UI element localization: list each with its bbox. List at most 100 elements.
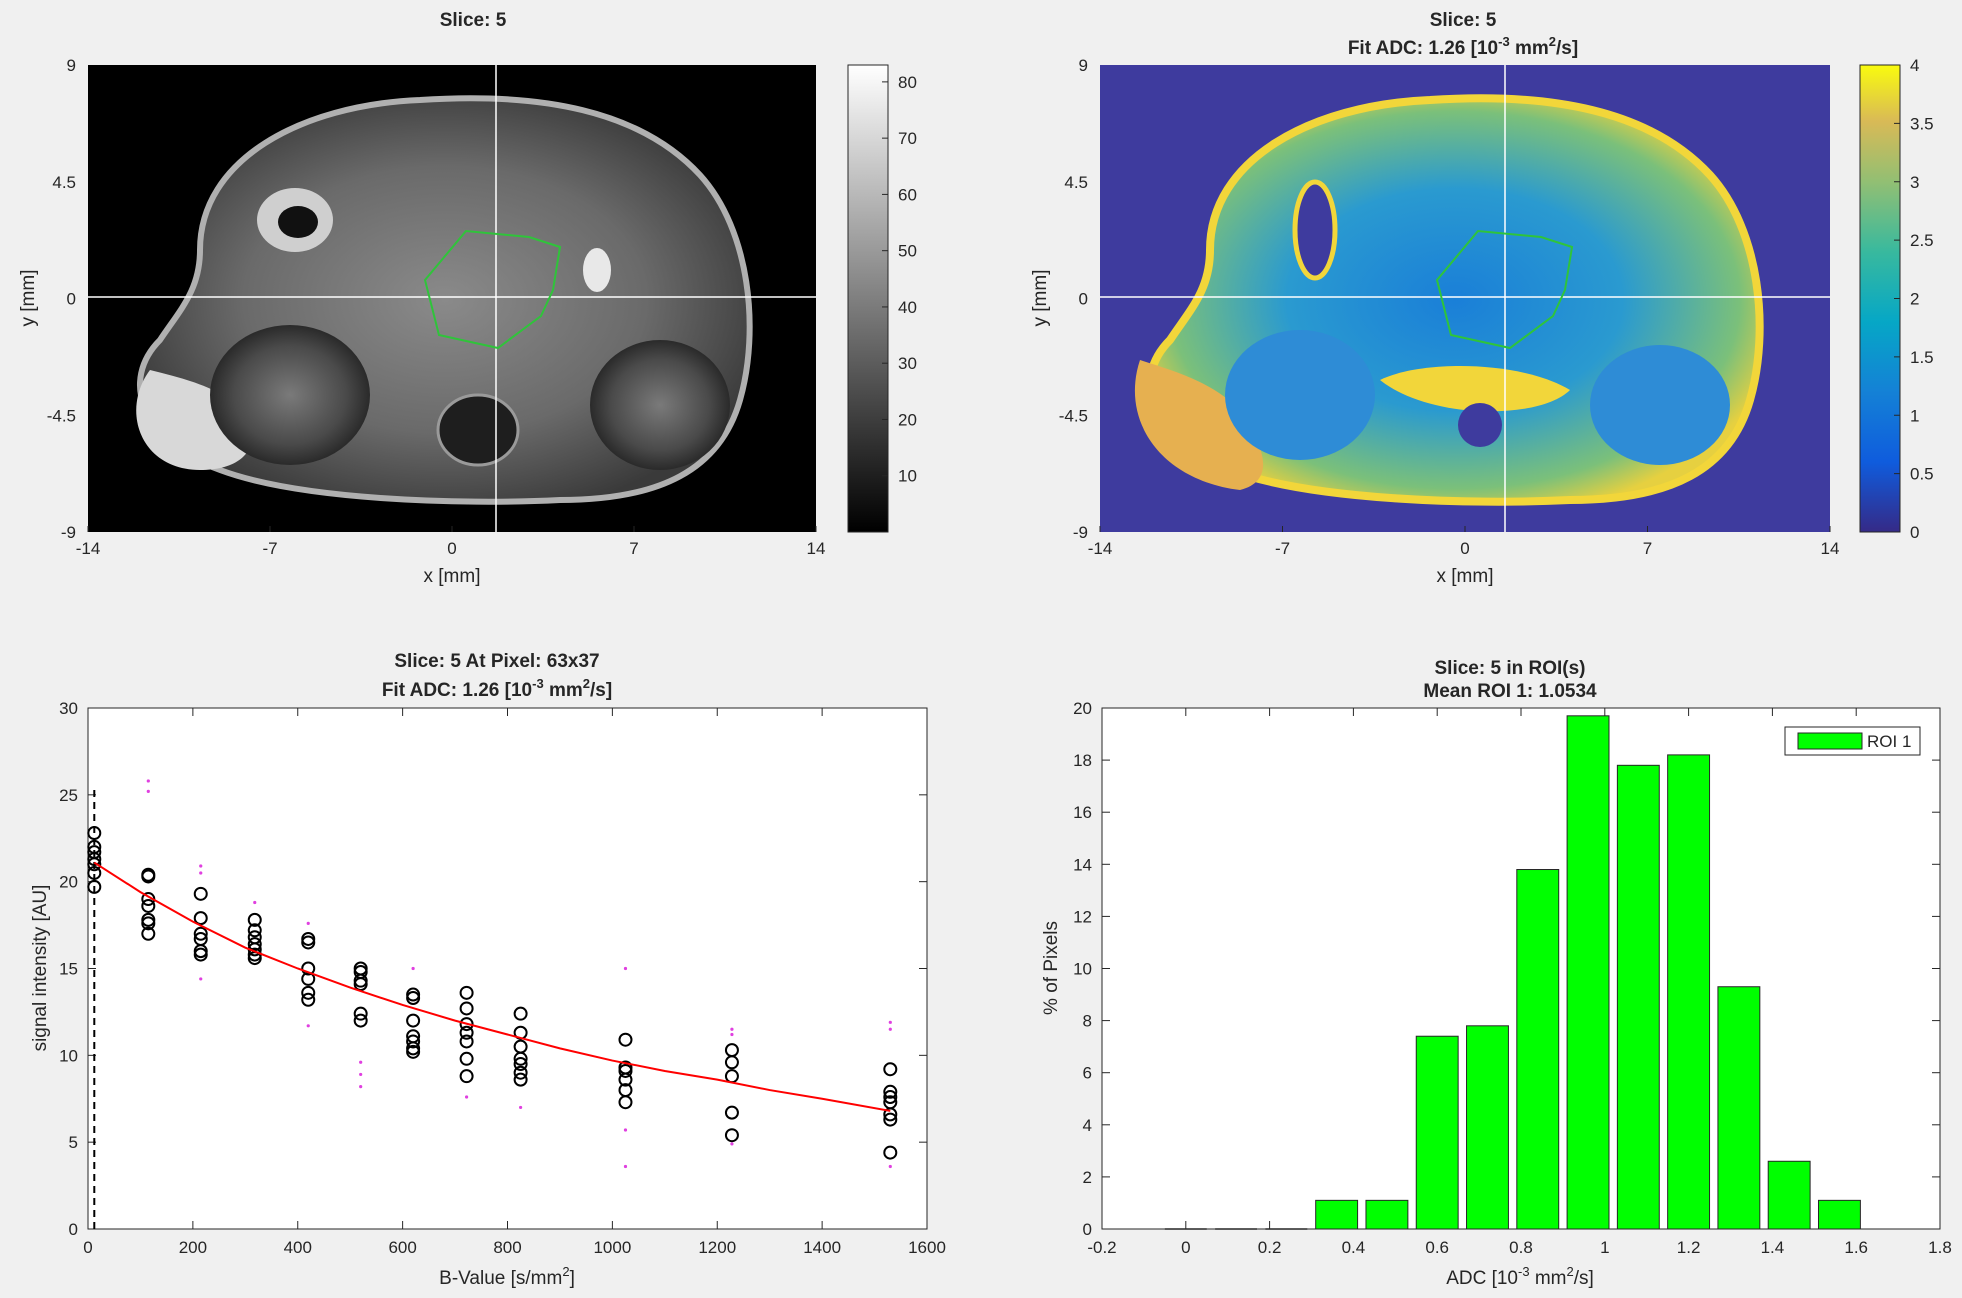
mri-colorbar[interactable] [847, 64, 889, 533]
signal-data-point [459, 1017, 474, 1032]
signal-data-point [513, 1006, 528, 1021]
adc-map-xtick-label: -14 [1088, 539, 1113, 558]
adc-colorbar-tick-label: 0.5 [1910, 465, 1934, 484]
mri-xtick-label: 14 [807, 539, 826, 558]
mri-colorbar-tick-label: 20 [898, 410, 917, 429]
adc-map-ytick-label: 0 [1079, 290, 1088, 309]
histogram-panel: Slice: 5 in ROI(s) Mean ROI 1: 1.0534 -0… [1041, 658, 1952, 1289]
histogram-title-line1: Slice: 5 in ROI(s) [1435, 658, 1586, 679]
adc-midline-bright [1380, 366, 1570, 412]
signal-data-point [406, 1044, 421, 1059]
signal-data-point [406, 1013, 421, 1028]
mri-crosshair [88, 65, 816, 532]
mri-kidney-left [210, 325, 370, 465]
mri-vessel [583, 248, 611, 292]
mri-fat-layer [136, 370, 253, 470]
signal-data-point [724, 1055, 739, 1070]
histogram-xtick-label: 0.2 [1258, 1238, 1282, 1257]
histogram-ytick-label: 16 [1073, 803, 1092, 822]
adc-kidney-right [1590, 345, 1730, 465]
signal-data-point [883, 1145, 898, 1160]
histogram-ytick-label: 4 [1083, 1116, 1092, 1135]
mri-colorbar-tick-label: 60 [898, 185, 917, 204]
mri-xlabel: x [mm] [424, 566, 481, 587]
adc-colorbar-tick-label: 2 [1910, 290, 1919, 309]
histogram-bar [1767, 1160, 1811, 1230]
histogram-legend[interactable]: ROI 1 [1784, 726, 1921, 756]
mri-anatomy [136, 95, 753, 505]
adc-anatomy [1134, 94, 1764, 506]
mri-spine [436, 393, 520, 467]
histogram-ytick-label: 10 [1073, 960, 1092, 979]
signal-data-point [141, 926, 156, 941]
signal-outlier-dot [623, 1164, 628, 1169]
mri-colorbar-tick-label: 70 [898, 129, 917, 148]
signal-data-point [87, 826, 102, 841]
mri-colorbar-tick-label: 30 [898, 354, 917, 373]
histogram-bar [1516, 869, 1560, 1230]
signal-xtick-label: 800 [493, 1238, 521, 1257]
adc-map-title-line2: Fit ADC: 1.26 [10-3 mm2/s] [1348, 34, 1578, 59]
signal-outlier-dot [623, 966, 628, 971]
mri-ytick-label: 9 [67, 56, 76, 75]
signal-data-point [513, 1065, 528, 1080]
legend-label: ROI 1 [1867, 732, 1911, 751]
signal-outlier-dot [199, 871, 203, 875]
signal-data-point [193, 947, 208, 962]
signal-data-point [459, 1025, 474, 1040]
mri-axes: -14 -7 0 7 14 9 4.5 0 -4.5 -9 [47, 56, 826, 558]
signal-ytick-label: 0 [69, 1220, 78, 1239]
histogram-xtick-label: 1.6 [1844, 1238, 1868, 1257]
adc-map-ylabel: y [mm] [1030, 270, 1051, 327]
signal-outlier-dot [888, 1020, 892, 1024]
signal-xtick-label: 1600 [908, 1238, 946, 1257]
signal-ytick-label: 10 [59, 1046, 78, 1065]
adc-colorbar-ticks: 4 3.5 3 2.5 2 1.5 1 0.5 0 [1894, 56, 1934, 542]
signal-data-point [883, 1112, 898, 1127]
histogram-bar [1667, 754, 1711, 1230]
adc-map-ytick-label: 4.5 [1064, 173, 1088, 192]
histogram-bar [1566, 715, 1610, 1230]
signal-data-point [301, 961, 316, 976]
signal-xtick-label: 200 [179, 1238, 207, 1257]
signal-data-point [459, 1034, 474, 1049]
histogram-ytick-label: 8 [1083, 1012, 1092, 1031]
histogram-xlabel: ADC [10-3 mm2/s] [1446, 1264, 1594, 1289]
signal-data-point [459, 1001, 474, 1016]
histogram-ytick-label: 2 [1083, 1168, 1092, 1187]
signal-data-point [87, 865, 102, 880]
signal-data-point [353, 1006, 368, 1021]
mri-colorbar-ticks: 80 70 60 50 40 30 20 10 [882, 73, 917, 486]
histogram-ytick-label: 18 [1073, 751, 1092, 770]
signal-data-point [406, 991, 421, 1006]
signal-ytick-label: 5 [69, 1133, 78, 1152]
adc-kidney-left [1225, 330, 1375, 460]
histogram-xtick-label: 1 [1600, 1238, 1609, 1257]
signal-data-point [618, 1032, 633, 1047]
signal-title-line2: Fit ADC: 1.26 [10-3 mm2/s] [382, 676, 612, 701]
signal-outlier-dot [359, 1060, 363, 1064]
signal-outlier-dot [730, 1142, 734, 1146]
histogram-ytick-label: 12 [1073, 907, 1092, 926]
signal-plot-area[interactable] [87, 707, 928, 1230]
signal-outlier-dot [306, 1024, 310, 1028]
signal-outlier-dot [306, 921, 310, 925]
adc-colorbar[interactable] [1859, 64, 1901, 533]
histogram-bar [1717, 986, 1761, 1230]
signal-outlier-dot [199, 977, 203, 981]
mri-colorbar-tick-label: 50 [898, 242, 917, 261]
mri-colorbar-tick-label: 40 [898, 298, 917, 317]
signal-data-point [193, 911, 208, 926]
adc-roi-polygon[interactable] [1435, 229, 1574, 350]
signal-title-line1: Slice: 5 At Pixel: 63x37 [394, 651, 599, 672]
signal-xtick-label: 0 [83, 1238, 92, 1257]
signal-data-point [883, 1090, 898, 1105]
signal-data-point [618, 1063, 633, 1078]
histogram-ytick-label: 6 [1083, 1064, 1092, 1083]
mri-ytick-label: 0 [67, 290, 76, 309]
adc-map-xtick-label: -7 [1275, 539, 1290, 558]
signal-data-point [193, 926, 208, 941]
mri-colorbar-tick-label: 80 [898, 73, 917, 92]
signal-data-point [883, 1107, 898, 1122]
mri-roi-polygon[interactable] [423, 229, 562, 350]
